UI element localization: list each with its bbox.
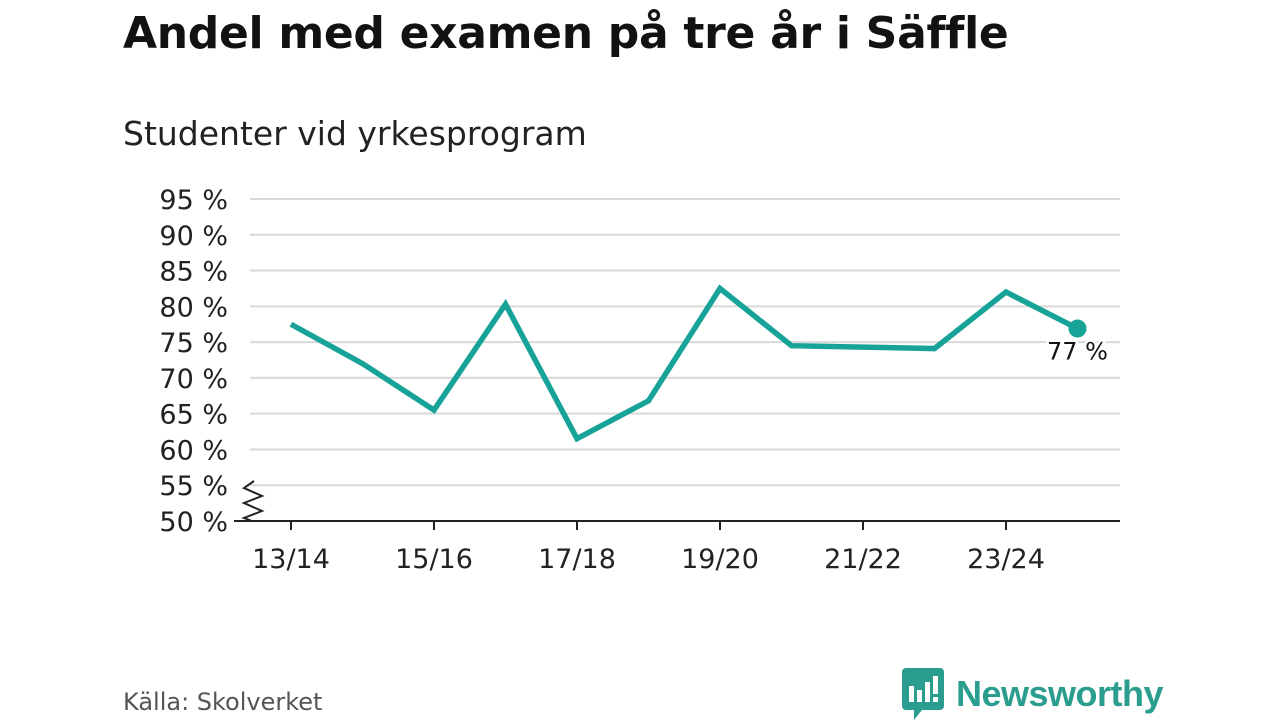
x-tick-label-17/18: 17/18 xyxy=(538,544,616,575)
y-tick-label-90: 90 % xyxy=(159,221,228,252)
newsworthy-logo-icon xyxy=(902,668,944,720)
x-tick-label-19/20: 19/20 xyxy=(681,544,759,575)
source-note: Källa: Skolverket xyxy=(123,688,323,716)
x-axis-labels: 13/14 15/16 17/18 19/20 21/22 23/24 xyxy=(252,544,1045,575)
x-tick-label-13/14: 13/14 xyxy=(252,544,330,575)
y-tick-label-80: 80 % xyxy=(159,292,228,323)
gridlines xyxy=(250,198,1120,487)
chart-subtitle: Studenter vid yrkesprogram xyxy=(123,114,587,153)
y-tick-label-70: 70 % xyxy=(159,364,228,395)
axis-break-icon xyxy=(241,480,265,522)
last-point-marker xyxy=(1068,319,1087,338)
brand-name: Newsworthy xyxy=(956,673,1164,714)
last-value-label: 77 % xyxy=(1047,338,1108,366)
y-tick-label-60: 60 % xyxy=(159,435,228,466)
y-tick-label-75: 75 % xyxy=(159,328,228,359)
x-tick-label-21/22: 21/22 xyxy=(824,544,902,575)
x-tick-label-15/16: 15/16 xyxy=(395,544,473,575)
brand: Newsworthy xyxy=(902,668,1164,720)
y-tick-label-95: 95 % xyxy=(159,185,228,216)
y-axis-labels: 50 % 55 % 60 % 65 % 70 % 75 % 80 % 85 % 90 % 95 % xyxy=(159,185,228,538)
x-tick-label-23/24: 23/24 xyxy=(967,544,1045,575)
y-tick-label-50: 50 % xyxy=(159,507,228,538)
series: 77 % xyxy=(289,284,1110,443)
chart-title: Andel med examen på tre år i Säffle xyxy=(123,8,1009,59)
x-axis xyxy=(234,480,1120,530)
y-tick-label-55: 55 % xyxy=(159,471,228,502)
series-line-0 xyxy=(289,284,1079,443)
y-tick-label-65: 65 % xyxy=(159,400,228,431)
y-tick-label-85: 85 % xyxy=(159,257,228,288)
